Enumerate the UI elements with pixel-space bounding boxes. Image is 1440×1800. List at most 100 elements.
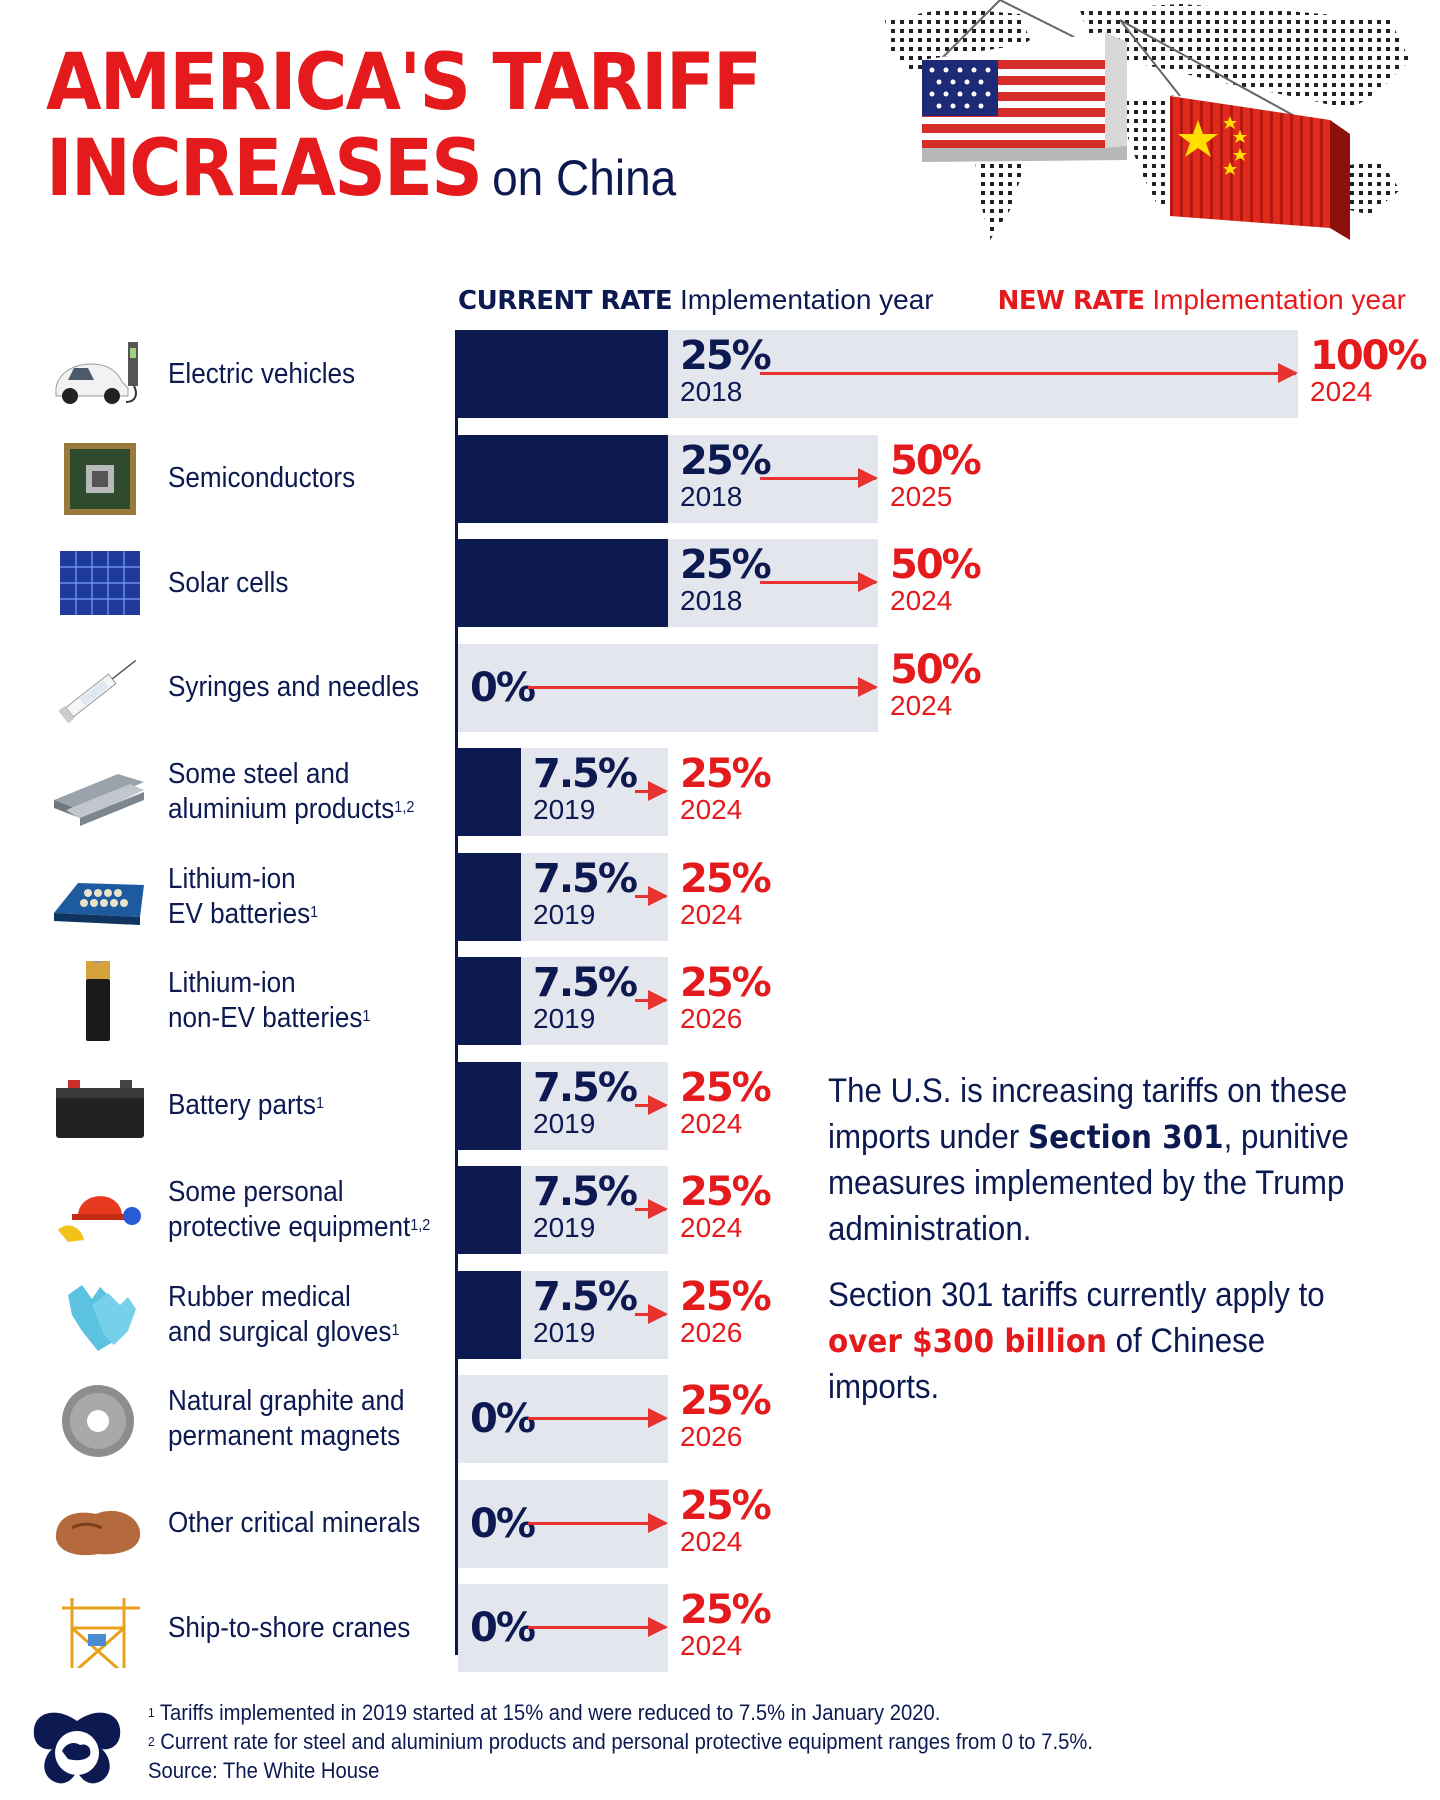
footnote-mark: 1 — [148, 1705, 155, 1720]
current-rate-percent: 25% — [680, 333, 772, 379]
footnote-1: 1 Tariffs implemented in 2019 started at… — [148, 1698, 1093, 1727]
current-rate-percent: 25% — [680, 437, 772, 484]
note-paragraph-1: The U.S. is increasing tariffs on these … — [828, 1068, 1362, 1252]
category-label-line: protective equipment1,2 — [168, 1211, 431, 1243]
note-highlight-amount: over $300 billion — [828, 1322, 1107, 1360]
footnote-reference: 1 — [310, 903, 319, 921]
current-rate-percent: 0% — [470, 1500, 536, 1547]
new-rate-percent: 25% — [680, 1273, 772, 1320]
note-text: of Chinese imports. — [828, 1322, 1266, 1406]
current-rate-year: 2018 — [680, 585, 743, 616]
footnote-2: 2 Current rate for steel and aluminium p… — [148, 1727, 1093, 1756]
category-label-line: aluminium products1,2 — [168, 793, 415, 825]
new-rate-value: 25% 2024 — [680, 754, 772, 824]
current-rate-bar — [458, 957, 521, 1045]
current-rate-percent: 0% — [470, 1605, 536, 1651]
china-flag-container-icon — [1119, 19, 1350, 240]
new-rate-value: 25% 2024 — [680, 1068, 772, 1139]
note-paragraph-2: Section 301 tariffs currently apply to o… — [828, 1272, 1362, 1410]
safety-gear-icon — [58, 1196, 141, 1242]
footnote-text: Tariffs implemented in 2019 started at 1… — [154, 1700, 941, 1725]
new-rate-value: 50% 2024 — [890, 650, 982, 721]
current-rate-header: CURRENT RATE Implementation year — [458, 284, 934, 316]
new-rate-value: 25% 2026 — [680, 1378, 772, 1452]
category-label-line: Some personal — [168, 1176, 344, 1208]
tariff-row: Some personal protective equipment1,2 7.5%… — [0, 1166, 1440, 1254]
current-rate-value: 7.5% 2019 — [533, 859, 638, 929]
tariff-row: Lithium-ion non-EV batteries1 7.5% 2019 25% 2… — [0, 957, 1440, 1045]
tariff-row: Syringes and needles 0% 50% 2024 — [0, 643, 1440, 732]
current-rate-bar — [458, 1166, 521, 1254]
crane-icon — [62, 1598, 140, 1668]
new-rate-year: 2024 — [680, 1525, 743, 1557]
current-rate-value: 25% 2018 — [680, 437, 772, 511]
increase-arrow — [760, 363, 1298, 383]
category-label-line: Rubber medical — [168, 1280, 351, 1313]
new-rate-value: 25% 2024 — [680, 1590, 772, 1661]
tariff-row: Semiconductors 25% 2018 50% 2025 — [0, 434, 1440, 523]
category-label: Syringes and needles — [168, 644, 419, 732]
category-label-line: non-EV batteries1 — [168, 1002, 371, 1034]
current-rate-percent: 0% — [470, 1396, 536, 1442]
category-label: Battery parts1 — [168, 1062, 324, 1150]
increase-arrow — [635, 1303, 668, 1324]
increase-arrow — [528, 1617, 668, 1637]
footnote-reference: 1 — [391, 1321, 400, 1339]
steel-beams-icon — [54, 774, 144, 826]
footnote-text: Current rate for steel and aluminium pro… — [154, 1729, 1093, 1754]
current-rate-value: 7.5% 2019 — [533, 963, 638, 1033]
category-label: Solar cells — [168, 539, 288, 627]
current-rate-bar — [458, 748, 521, 836]
category-label-line: Ship-to-shore cranes — [168, 1611, 411, 1644]
current-rate-bar — [458, 852, 521, 941]
new-rate-value: 50% 2025 — [890, 437, 982, 511]
new-rate-value: 25% 2024 — [680, 1172, 772, 1242]
current-rate-value: 0% — [470, 1500, 536, 1547]
aa-battery-icon — [86, 961, 110, 1041]
current-rate-value: 0% — [470, 1396, 536, 1442]
current-rate-percent: 25% — [680, 542, 772, 588]
new-rate-year: 2024 — [890, 689, 953, 721]
microchip-icon — [64, 442, 136, 515]
electric-car-icon — [55, 342, 138, 404]
category-label: Lithium-ion non-EV batteries1 — [168, 957, 370, 1045]
new-rate-percent: 50% — [890, 437, 982, 484]
tariff-row: Some steel and aluminium products1,2 7.5% 2… — [0, 748, 1440, 836]
title-subtitle: on China — [492, 150, 677, 206]
tariff-row: Natural graphite and permanent magnets 0% 2… — [0, 1375, 1440, 1463]
tariff-row: Ship-to-shore cranes 0% 25% 2024 — [0, 1584, 1440, 1672]
tariff-row: Other critical minerals 0% 25% 2024 — [0, 1479, 1440, 1568]
current-rate-value: 25% 2018 — [680, 542, 772, 616]
current-rate-year: 2019 — [533, 1212, 596, 1243]
new-rate-heading: NEW RATE — [997, 286, 1145, 316]
current-rate-value: 0% — [470, 1605, 536, 1651]
current-rate-percent: 7.5% — [533, 1273, 638, 1320]
category-label: Some steel and aluminium products1,2 — [168, 748, 414, 836]
new-rate-percent: 25% — [680, 1378, 772, 1424]
category-label-line: Electric vehicles — [168, 357, 356, 390]
current-rate-value: 7.5% 2019 — [533, 754, 638, 824]
current-rate-bar — [458, 539, 668, 627]
current-rate-bar — [458, 434, 668, 523]
new-rate-year: 2024 — [680, 1630, 743, 1661]
new-rate-value: 25% 2024 — [680, 1486, 772, 1557]
category-label: Semiconductors — [168, 435, 355, 523]
increase-arrow — [635, 781, 668, 801]
new-rate-year: 2026 — [680, 1421, 743, 1452]
current-rate-percent: 0% — [470, 664, 536, 711]
magnet-ring-icon — [62, 1385, 134, 1457]
note-text: The U.S. is increasing tariffs on these … — [828, 1072, 1348, 1156]
car-battery-icon — [56, 1079, 144, 1138]
containers-illustration — [885, 0, 1410, 240]
new-rate-value: 100% 2024 — [1310, 336, 1428, 406]
chart-axis-line — [455, 330, 458, 1655]
current-rate-percent: 7.5% — [533, 1064, 638, 1111]
tariff-row: Rubber medical and surgical gloves1 7.5% 20… — [0, 1270, 1440, 1359]
category-label-line: EV batteries1 — [168, 897, 319, 930]
current-rate-value: 7.5% 2019 — [533, 1064, 638, 1138]
increase-arrow — [528, 676, 878, 697]
new-rate-year: 2026 — [680, 1316, 743, 1348]
title-line-1: AMERICA'S TARIFF — [46, 38, 762, 128]
new-rate-year: 2024 — [680, 1107, 743, 1139]
tariff-row: Electric vehicles 25% 2018 100% 2024 — [0, 330, 1440, 418]
